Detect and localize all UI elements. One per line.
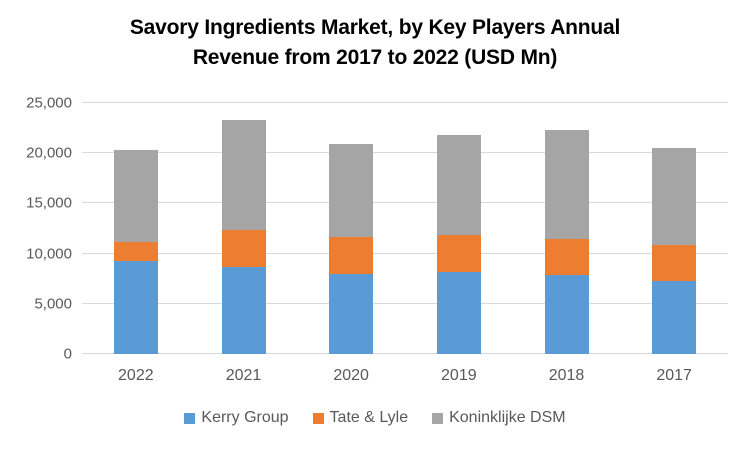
- legend-item-koninklijke-dsm: Koninklijke DSM: [432, 409, 566, 427]
- bar-segment-kerry-group-2022: [113, 261, 158, 354]
- bar-segment-koninklijke-dsm-2019: [436, 135, 481, 236]
- gridline-20000: [82, 152, 728, 154]
- bar-segment-kerry-group-2021: [221, 267, 266, 354]
- stacked-bar-2020: [329, 103, 374, 354]
- stacked-bar-2018: [544, 103, 589, 354]
- chart-title: Savory Ingredients Market, by Key Player…: [0, 13, 750, 73]
- x-axis-label-2017: 2017: [656, 367, 692, 384]
- bar-segment-koninklijke-dsm-2018: [544, 130, 589, 239]
- x-axis-label-2018: 2018: [548, 367, 585, 384]
- bar-segment-tate-lyle-2019: [436, 235, 481, 272]
- bar-segment-koninklijke-dsm-2020: [329, 144, 374, 238]
- bar-segment-kerry-group-2019: [436, 271, 481, 354]
- gridline-10000: [82, 252, 728, 254]
- gridline-15000: [82, 202, 728, 204]
- legend-item-tate-lyle: Tate & Lyle: [312, 409, 409, 427]
- chart-title-line-1: Savory Ingredients Market, by Key Player…: [129, 16, 621, 39]
- x-axis-label-2019: 2019: [441, 367, 477, 384]
- y-axis-tick-label-5000: 5,000: [34, 295, 72, 313]
- legend-swatch-tate-lyle-icon: [312, 412, 324, 424]
- stacked-bar-2021: [221, 103, 266, 354]
- gridline-25000: [82, 102, 728, 103]
- bar-segment-koninklijke-dsm-2017: [652, 147, 697, 245]
- legend-label-koninklijke-dsm: Koninklijke DSM: [449, 409, 566, 426]
- x-axis-label-2020: 2020: [333, 367, 369, 384]
- gridline-0: [82, 353, 728, 354]
- gridline-5000: [82, 302, 728, 304]
- legend-label-kerry-group: Kerry Group: [201, 409, 289, 426]
- y-axis-tick-label-0: 0: [63, 345, 72, 363]
- stacked-bar-2017: [652, 103, 697, 354]
- legend: Kerry Group Tate & Lyle Koninklijke DSM: [0, 409, 750, 427]
- x-axis-label-2022: 2022: [118, 367, 154, 384]
- y-axis-tick-label-25000: 25,000: [26, 94, 72, 112]
- bar-segment-kerry-group-2018: [544, 275, 589, 354]
- y-axis-tick-label-15000: 15,000: [26, 194, 72, 212]
- bar-segment-koninklijke-dsm-2022: [113, 150, 158, 242]
- bar-segment-tate-lyle-2018: [544, 238, 589, 276]
- legend-item-kerry-group: Kerry Group: [184, 409, 289, 427]
- y-axis-tick-label-20000: 20,000: [26, 144, 72, 162]
- legend-swatch-kerry-group-icon: [184, 412, 196, 424]
- bar-segment-tate-lyle-2017: [652, 244, 697, 281]
- legend-swatch-koninklijke-dsm-icon: [432, 412, 444, 424]
- bar-segment-tate-lyle-2020: [329, 237, 374, 275]
- stacked-bar-2019: [436, 103, 481, 354]
- chart-title-line-2: Revenue from 2017 to 2022 (USD Mn): [192, 46, 558, 69]
- x-axis-label-2021: 2021: [225, 367, 262, 384]
- bar-segment-kerry-group-2020: [329, 274, 374, 354]
- bar-segment-tate-lyle-2022: [113, 241, 158, 262]
- bar-segment-kerry-group-2017: [652, 280, 697, 354]
- bar-segment-tate-lyle-2021: [221, 230, 266, 268]
- bar-segment-koninklijke-dsm-2021: [221, 120, 266, 231]
- legend-label-tate-lyle: Tate & Lyle: [329, 409, 409, 426]
- y-axis-tick-label-10000: 10,000: [26, 245, 72, 263]
- plot-area: 0 5,000 10,000 15,000 20,000 25,000 2022 2021 20…: [26, 96, 728, 384]
- stacked-bar-2022: [113, 103, 158, 354]
